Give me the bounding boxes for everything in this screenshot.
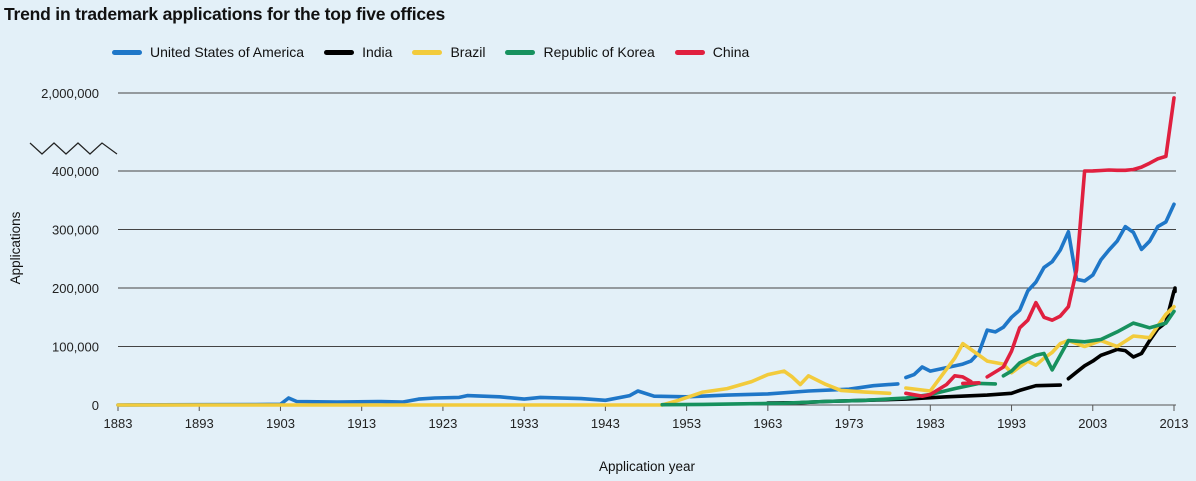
x-tick-label: 1933 xyxy=(510,416,539,431)
legend-item-korea: Republic of Korea xyxy=(505,44,655,60)
y-tick-label: 0 xyxy=(92,398,99,413)
legend-label-usa: United States of America xyxy=(150,44,305,60)
series-line-republic-of-korea xyxy=(660,381,998,407)
x-tick-label: 1923 xyxy=(428,416,457,431)
series-line-china xyxy=(960,380,981,386)
legend-label-china: China xyxy=(712,44,750,60)
axis-break-icon xyxy=(29,142,118,155)
gridlines xyxy=(118,92,1176,406)
x-tick-label: 1903 xyxy=(266,416,295,431)
x-tick-labels: 1883 1893 1903 1913 1923 1933 1943 1953 1963 1973… xyxy=(104,405,1189,431)
series-line-united-states-of-america xyxy=(116,382,900,407)
legend-swatch-china xyxy=(674,49,705,55)
y-tick-label: 200,000 xyxy=(52,281,99,296)
series-line-china xyxy=(985,96,1176,379)
legend-label-india: India xyxy=(362,44,393,60)
x-tick-label: 1963 xyxy=(753,416,782,431)
series-line-brazil xyxy=(904,304,1176,393)
x-tick-label: 1993 xyxy=(997,416,1026,431)
x-tick-label: 1943 xyxy=(591,416,620,431)
legend-item-brazil: Brazil xyxy=(412,44,485,60)
y-tick-label: 100,000 xyxy=(52,340,99,355)
legend-item-china: China xyxy=(674,44,750,60)
y-axis-title: Applications xyxy=(8,211,23,284)
y-tick-label: 300,000 xyxy=(52,223,99,238)
series-line-india xyxy=(1066,286,1177,381)
x-tick-label: 1893 xyxy=(185,416,214,431)
legend-item-usa: United States of America xyxy=(112,44,304,60)
x-tick-label: 1953 xyxy=(672,416,701,431)
legend-swatch-korea xyxy=(505,49,536,55)
legend: United States of America India Brazil Re… xyxy=(112,44,769,60)
x-tick-label: 1973 xyxy=(835,416,864,431)
chart-title: Trend in trademark applications for the … xyxy=(4,4,445,24)
series-line-united-states-of-america xyxy=(904,202,1176,380)
x-tick-label: 1883 xyxy=(104,416,133,431)
legend-swatch-brazil xyxy=(412,49,443,55)
x-tick-label: 2013 xyxy=(1160,416,1189,431)
x-tick-label: 2003 xyxy=(1078,416,1107,431)
y-tick-label: 400,000 xyxy=(52,164,99,179)
series-lines xyxy=(116,96,1177,407)
y-tick-labels: 0 100,000 200,000 300,000 400,000 2,000,000 xyxy=(41,86,99,413)
y-tick-label: 2,000,000 xyxy=(41,86,99,101)
legend-swatch-usa xyxy=(112,49,142,55)
legend-label-brazil: Brazil xyxy=(450,44,486,60)
x-axis-title: Application year xyxy=(599,459,696,474)
x-tick-label: 1983 xyxy=(916,416,945,431)
series-line-china xyxy=(904,373,973,399)
legend-label-korea: Republic of Korea xyxy=(543,44,655,60)
series-line-republic-of-korea xyxy=(1001,309,1176,378)
x-tick-label: 1913 xyxy=(347,416,376,431)
legend-swatch-india xyxy=(324,49,355,55)
series-line-brazil xyxy=(116,369,892,407)
legend-item-india: India xyxy=(324,44,392,60)
